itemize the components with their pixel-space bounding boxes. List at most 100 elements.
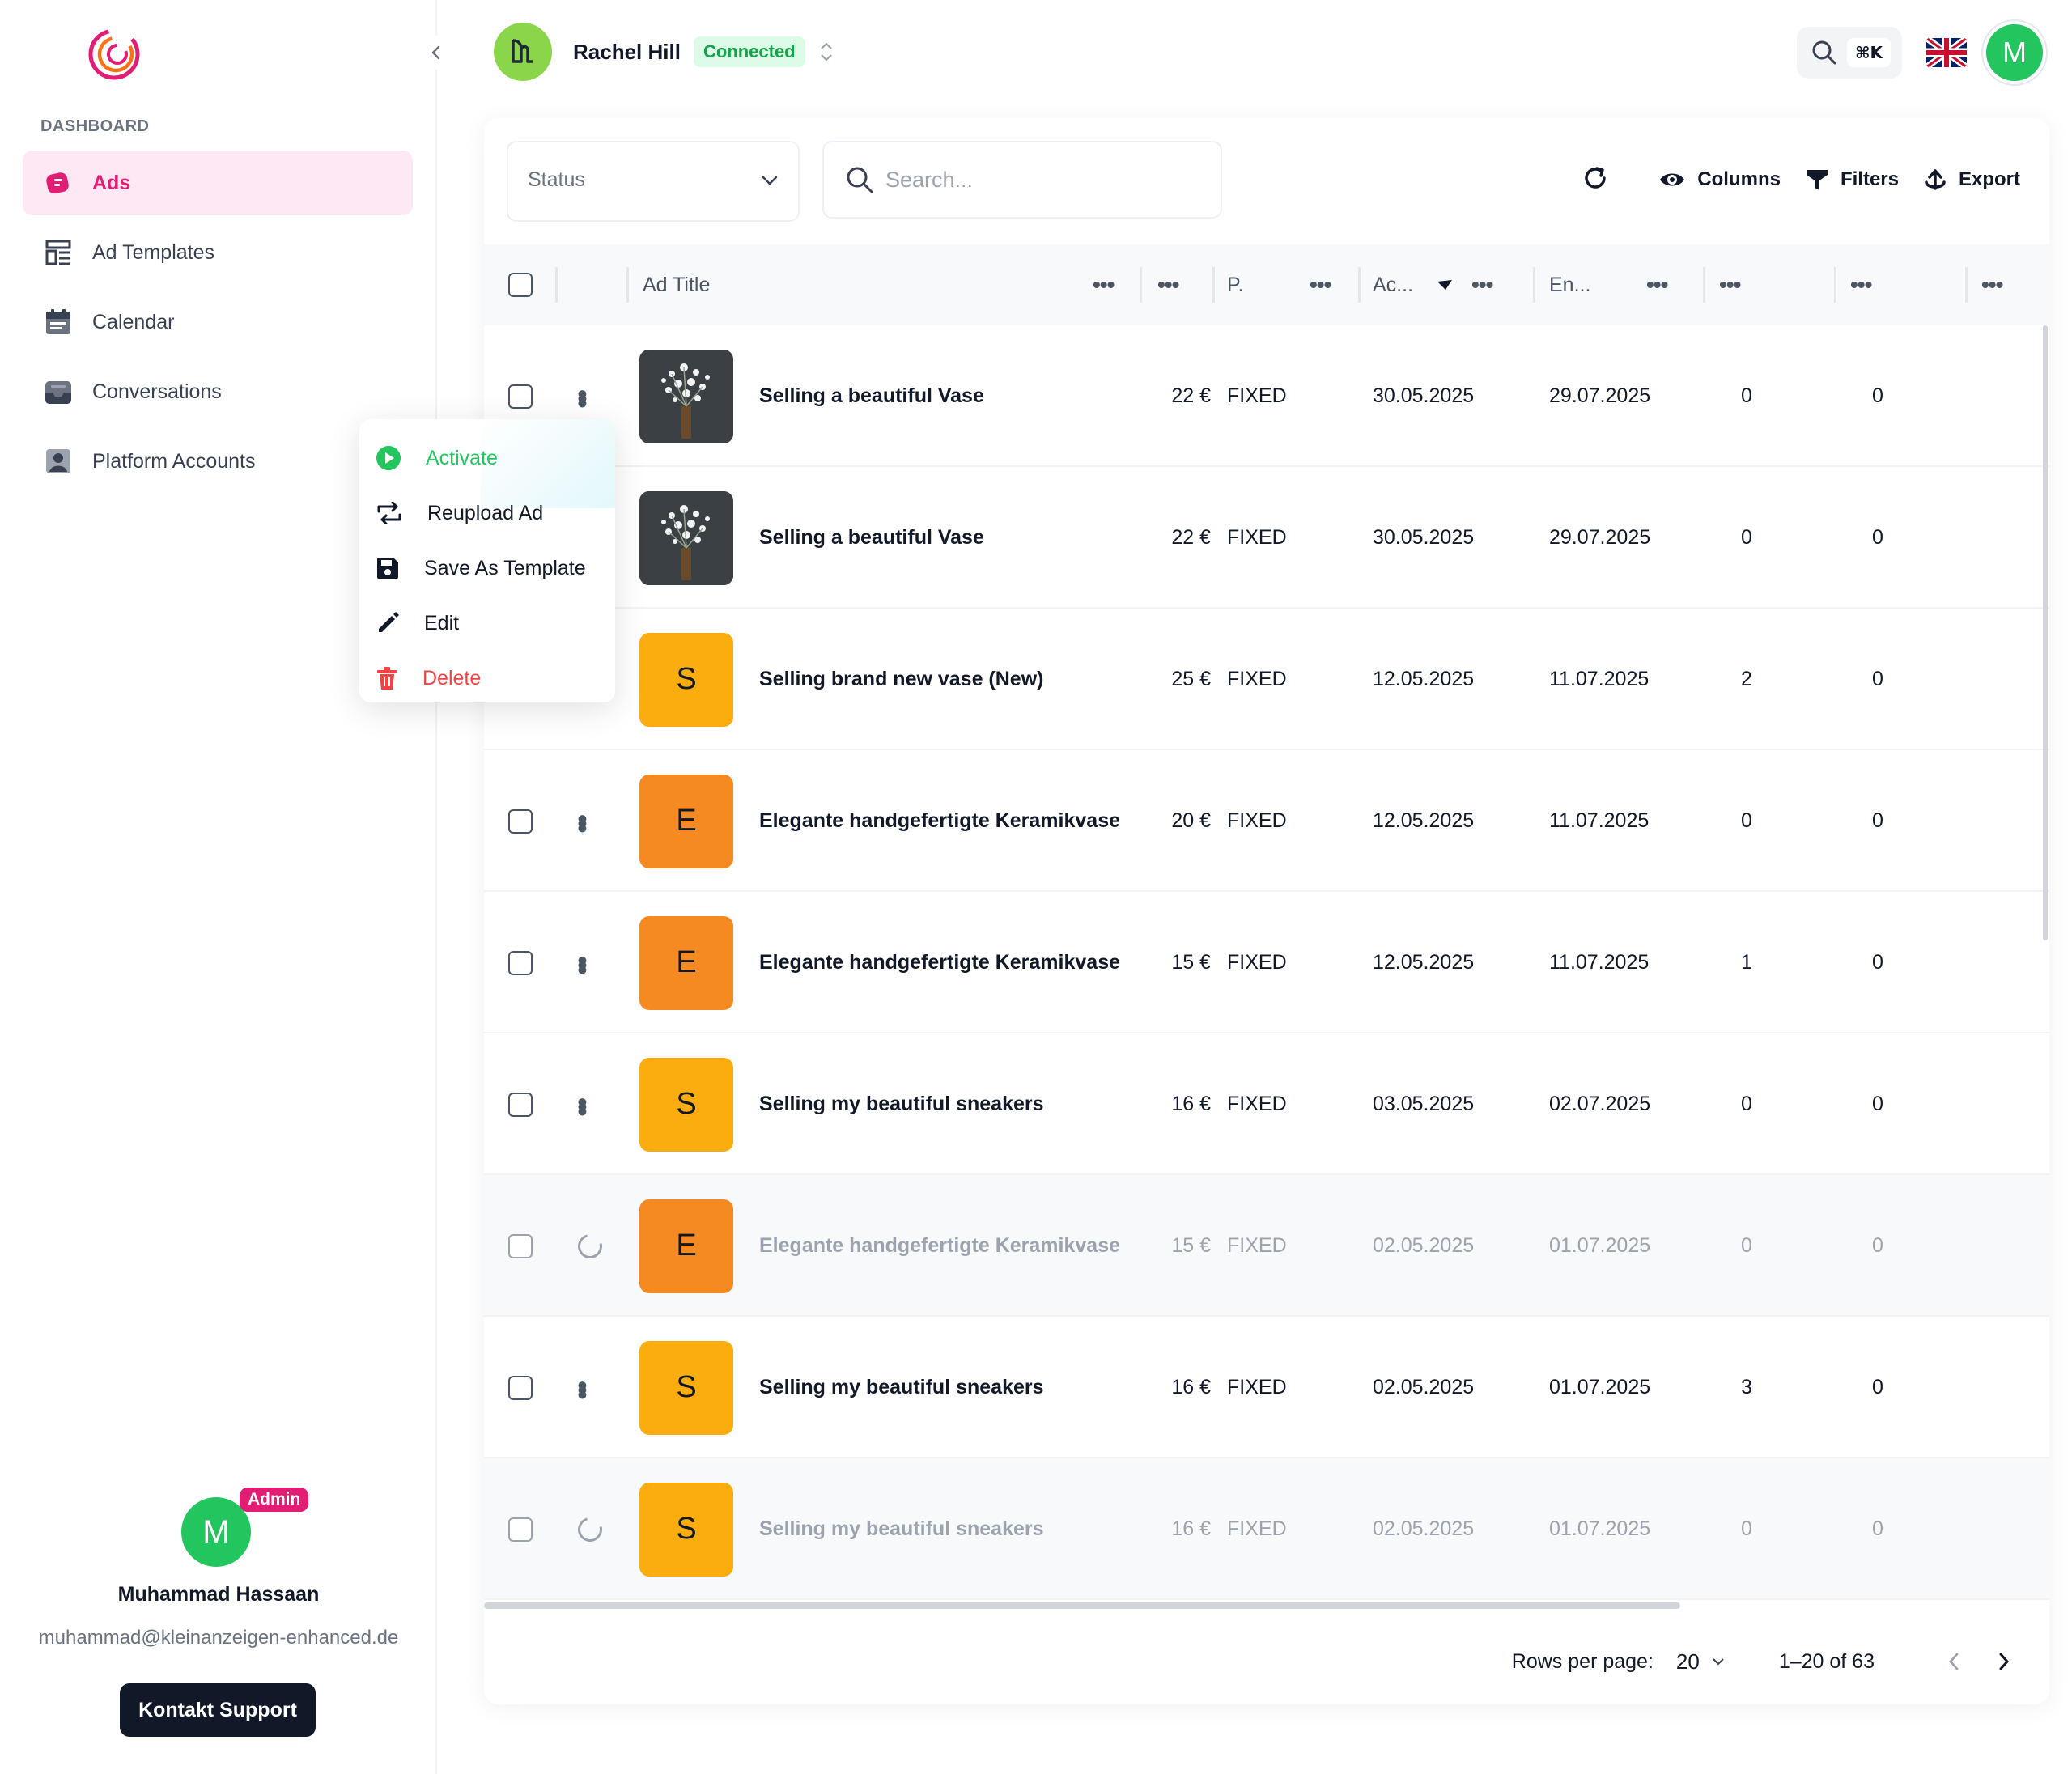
chevron-left-icon: [431, 45, 440, 60]
previous-page-button[interactable]: [1938, 1645, 1970, 1678]
ad-title[interactable]: Selling my beautiful sneakers: [759, 1376, 1044, 1398]
table-row[interactable]: ••• Selling a beaut: [484, 325, 2049, 467]
refresh-button[interactable]: [1581, 163, 1610, 197]
user-avatar[interactable]: M: [1986, 24, 2043, 81]
table-row[interactable]: ••• S Selling brand new vase (New) 25 € …: [484, 609, 2049, 750]
table-row[interactable]: ••• E Elegante handgefertigte Keramikvas…: [484, 750, 2049, 892]
ad-thumbnail[interactable]: E: [639, 915, 733, 1010]
row-select-cell: [508, 1033, 533, 1175]
ad-thumbnail[interactable]: E: [639, 774, 733, 868]
ad-price: 25 €: [1171, 668, 1211, 690]
row-actions-button[interactable]: •••: [567, 955, 597, 970]
ad-thumbnail[interactable]: S: [639, 1482, 733, 1577]
sidebar-item-ads[interactable]: Ads: [23, 151, 413, 215]
thumbnail-letter: S: [676, 662, 697, 696]
app-logo-icon[interactable]: [87, 28, 141, 81]
menu-item-activate[interactable]: Activate: [359, 431, 615, 486]
ad-thumbnail[interactable]: S: [639, 1057, 733, 1152]
loading-spinner-icon: [573, 1513, 607, 1546]
ad-thumbnail[interactable]: [639, 349, 733, 444]
row-checkbox[interactable]: [508, 384, 533, 409]
ad-thumbnail[interactable]: S: [639, 1340, 733, 1435]
account-switcher[interactable]: Rachel Hill Connected: [494, 23, 834, 81]
ad-title[interactable]: Elegante handgefertigte Keramikvase: [759, 1234, 1120, 1257]
next-page-button[interactable]: [1988, 1645, 2020, 1678]
uk-flag-icon[interactable]: [1926, 38, 1967, 67]
row-checkbox[interactable]: [508, 1517, 533, 1542]
sort-desc-icon[interactable]: [1436, 244, 1454, 325]
row-actions-button[interactable]: •••: [567, 1097, 597, 1112]
column-header-price[interactable]: P.: [1227, 244, 1243, 325]
column-header-end[interactable]: En...: [1549, 244, 1590, 325]
search-input[interactable]: [885, 167, 1193, 193]
column-header-title[interactable]: Ad Title: [643, 244, 710, 325]
ad-title[interactable]: Selling brand new vase (New): [759, 668, 1044, 690]
table-row[interactable]: E Elegante handgefertigte Keramikvase 15…: [484, 1175, 2049, 1317]
sidebar-item-ad-templates[interactable]: Ad Templates: [23, 220, 413, 285]
ad-thumbnail[interactable]: E: [639, 1199, 733, 1293]
vase-photo-icon: [639, 490, 733, 585]
status-filter-select[interactable]: Status: [507, 141, 800, 222]
vertical-scrollbar[interactable]: [2043, 325, 2048, 940]
sidebar-item-platform-accounts[interactable]: Platform Accounts: [23, 429, 413, 494]
search-icon: [1812, 40, 1836, 65]
sidebar-item-calendar[interactable]: Calendar: [23, 290, 413, 354]
ad-thumbnail[interactable]: [639, 490, 733, 585]
menu-item-edit[interactable]: Edit: [359, 596, 615, 651]
column-menu-button[interactable]: •••: [1981, 272, 2003, 297]
table-row[interactable]: S Selling my beautiful sneakers 16 € FIX…: [484, 1458, 2049, 1600]
row-checkbox[interactable]: [508, 1375, 533, 1400]
ad-title[interactable]: Selling a beautiful Vase: [759, 384, 984, 407]
column-menu-button[interactable]: •••: [1850, 272, 1872, 297]
export-label: Export: [1958, 168, 2020, 190]
columns-button[interactable]: Columns: [1658, 168, 1781, 191]
count-value: 0: [1741, 384, 1752, 407]
column-header-label: Ad Title: [643, 273, 711, 296]
horizontal-scrollbar[interactable]: [484, 1602, 1680, 1609]
ad-title[interactable]: Elegante handgefertigte Keramikvase: [759, 951, 1120, 974]
rows-per-page-select[interactable]: 20: [1676, 1649, 1726, 1674]
contact-support-button[interactable]: Kontakt Support: [120, 1683, 316, 1737]
menu-item-delete[interactable]: Delete: [359, 651, 615, 706]
filters-button[interactable]: Filters: [1805, 168, 1899, 192]
ad-title[interactable]: Selling a beautiful Vase: [759, 526, 984, 549]
table-row[interactable]: ••• S Selling my beautiful sneakers 16 €…: [484, 1317, 2049, 1458]
column-menu-button[interactable]: •••: [1719, 272, 1741, 297]
row-checkbox[interactable]: [508, 1092, 533, 1117]
row-checkbox[interactable]: [508, 1233, 533, 1258]
export-button[interactable]: Export: [1923, 168, 2020, 192]
thumbnail-letter: S: [676, 1370, 697, 1404]
avatar[interactable]: M: [181, 1497, 251, 1567]
chevron-left-icon: [1949, 1653, 1959, 1670]
column-menu-button[interactable]: •••: [1646, 272, 1668, 297]
row-actions-button[interactable]: •••: [567, 388, 597, 404]
price-type: FIXED: [1227, 1093, 1287, 1115]
column-menu-button[interactable]: •••: [1310, 272, 1331, 297]
column-header-active[interactable]: Ac...: [1373, 244, 1413, 325]
column-menu-button[interactable]: •••: [1471, 272, 1493, 297]
count-value: 0: [1741, 1517, 1752, 1540]
menu-item-reupload[interactable]: Reupload Ad: [359, 486, 615, 541]
table-row[interactable]: ••• S Selling my beautiful sneakers 16 €…: [484, 1033, 2049, 1175]
collapse-sidebar-button[interactable]: [419, 36, 453, 70]
menu-item-save-as-template[interactable]: Save As Template: [359, 541, 615, 596]
global-search-button[interactable]: ⌘K: [1797, 27, 1902, 79]
row-checkbox[interactable]: [508, 808, 533, 834]
table-row[interactable]: ••• E Elegante handgefertigte Keramikvas…: [484, 892, 2049, 1033]
select-all-checkbox[interactable]: [508, 273, 533, 297]
sidebar-item-conversations[interactable]: Conversations: [23, 359, 413, 424]
table-row[interactable]: ••• Selling a beaut: [484, 467, 2049, 609]
active-date: 02.05.2025: [1373, 1234, 1475, 1257]
column-menu-button[interactable]: •••: [1157, 272, 1179, 297]
row-actions-button[interactable]: •••: [567, 813, 597, 829]
row-actions-button[interactable]: •••: [567, 1380, 597, 1395]
row-action-cell: •••: [567, 1317, 597, 1458]
ad-title[interactable]: Selling my beautiful sneakers: [759, 1517, 1044, 1540]
ad-title[interactable]: Elegante handgefertigte Keramikvase: [759, 809, 1120, 832]
ad-title[interactable]: Selling my beautiful sneakers: [759, 1093, 1044, 1115]
column-menu-button[interactable]: •••: [1093, 272, 1115, 297]
ad-thumbnail[interactable]: S: [639, 632, 733, 727]
row-checkbox[interactable]: [508, 950, 533, 975]
refresh-icon: [1585, 166, 1607, 189]
row-action-cell: •••: [567, 892, 597, 1033]
